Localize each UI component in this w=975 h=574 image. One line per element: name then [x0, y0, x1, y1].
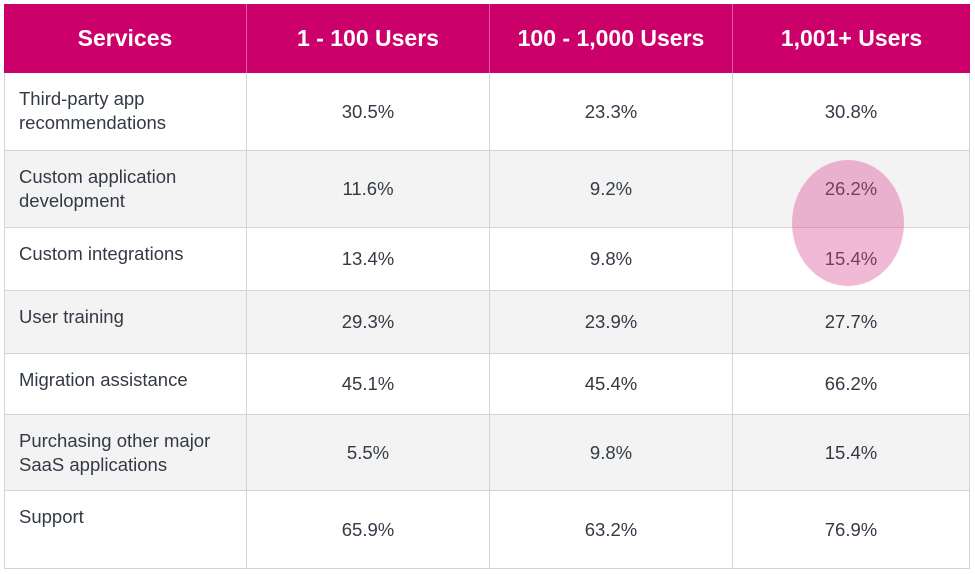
value-cell: 76.9%: [733, 491, 970, 569]
value-cell: 15.4%: [733, 415, 970, 491]
service-label: Migration assistance: [4, 354, 247, 415]
table-row: Migration assistance 45.1% 45.4% 66.2%: [4, 354, 970, 415]
service-label: Third-party app recommendations: [4, 73, 247, 151]
table-row: Support 65.9% 63.2% 76.9%: [4, 491, 970, 569]
value-cell: 9.2%: [490, 151, 733, 228]
value-cell: 23.3%: [490, 73, 733, 151]
services-table: Services 1 - 100 Users 100 - 1,000 Users…: [4, 4, 970, 570]
value-cell: 5.5%: [247, 415, 490, 491]
table-row: User training 29.3% 23.9% 27.7%: [4, 291, 970, 354]
header-services: Services: [4, 4, 247, 73]
value-cell: 30.8%: [733, 73, 970, 151]
value-cell: 30.5%: [247, 73, 490, 151]
value-cell: 9.8%: [490, 415, 733, 491]
service-label: Support: [4, 491, 247, 569]
value-cell: 23.9%: [490, 291, 733, 354]
service-label: Custom application development: [4, 151, 247, 228]
value-cell: 65.9%: [247, 491, 490, 569]
table-header-row: Services 1 - 100 Users 100 - 1,000 Users…: [4, 4, 970, 73]
header-1001-plus-users: 1,001+ Users: [733, 4, 970, 73]
table-row: Third-party app recommendations 30.5% 23…: [4, 73, 970, 151]
value-cell: 27.7%: [733, 291, 970, 354]
table-row: Purchasing other major SaaS applications…: [4, 415, 970, 491]
value-cell: 11.6%: [247, 151, 490, 228]
value-cell: 63.2%: [490, 491, 733, 569]
table-row: Custom application development 11.6% 9.2…: [4, 151, 970, 228]
service-label: Custom integrations: [4, 228, 247, 291]
value-cell: 45.4%: [490, 354, 733, 415]
value-cell: 15.4%: [733, 228, 970, 291]
table-row: Custom integrations 13.4% 9.8% 15.4%: [4, 228, 970, 291]
value-cell: 29.3%: [247, 291, 490, 354]
service-label: User training: [4, 291, 247, 354]
value-cell: 45.1%: [247, 354, 490, 415]
service-label: Purchasing other major SaaS applications: [4, 415, 247, 491]
header-100-1000-users: 100 - 1,000 Users: [490, 4, 733, 73]
value-cell: 26.2%: [733, 151, 970, 228]
value-cell: 66.2%: [733, 354, 970, 415]
value-cell: 13.4%: [247, 228, 490, 291]
header-1-100-users: 1 - 100 Users: [247, 4, 490, 73]
value-cell: 9.8%: [490, 228, 733, 291]
